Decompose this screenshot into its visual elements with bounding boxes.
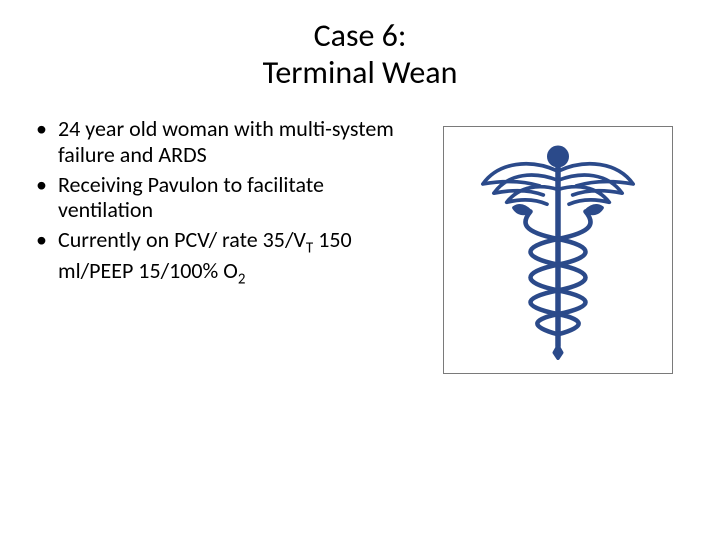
bullet-item: 24 year old woman with multi-system fail… xyxy=(36,116,406,168)
bullet-text: Receiving Pavulon to facilitate ventilat… xyxy=(58,171,324,224)
content-row: 24 year old woman with multi-system fail… xyxy=(0,116,720,374)
slide-title-block: Case 6: Terminal Wean xyxy=(0,0,720,116)
figure-area xyxy=(406,116,700,374)
bullet-list: 24 year old woman with multi-system fail… xyxy=(36,116,406,374)
title-line-1: Case 6: xyxy=(0,18,720,55)
bullet-item: Currently on PCV/ rate 35/VT 150 ml/PEEP… xyxy=(36,227,406,289)
caduceus-icon xyxy=(463,140,653,360)
bullet-item: Receiving Pavulon to facilitate ventilat… xyxy=(36,172,406,224)
title-line-2: Terminal Wean xyxy=(0,55,720,92)
caduceus-frame xyxy=(443,126,673,374)
bullet-text: 24 year old woman with multi-system fail… xyxy=(58,115,394,168)
bullet-text-sub: 2 xyxy=(238,271,246,289)
bullet-text: Currently on PCV/ rate 35/V xyxy=(58,226,306,253)
